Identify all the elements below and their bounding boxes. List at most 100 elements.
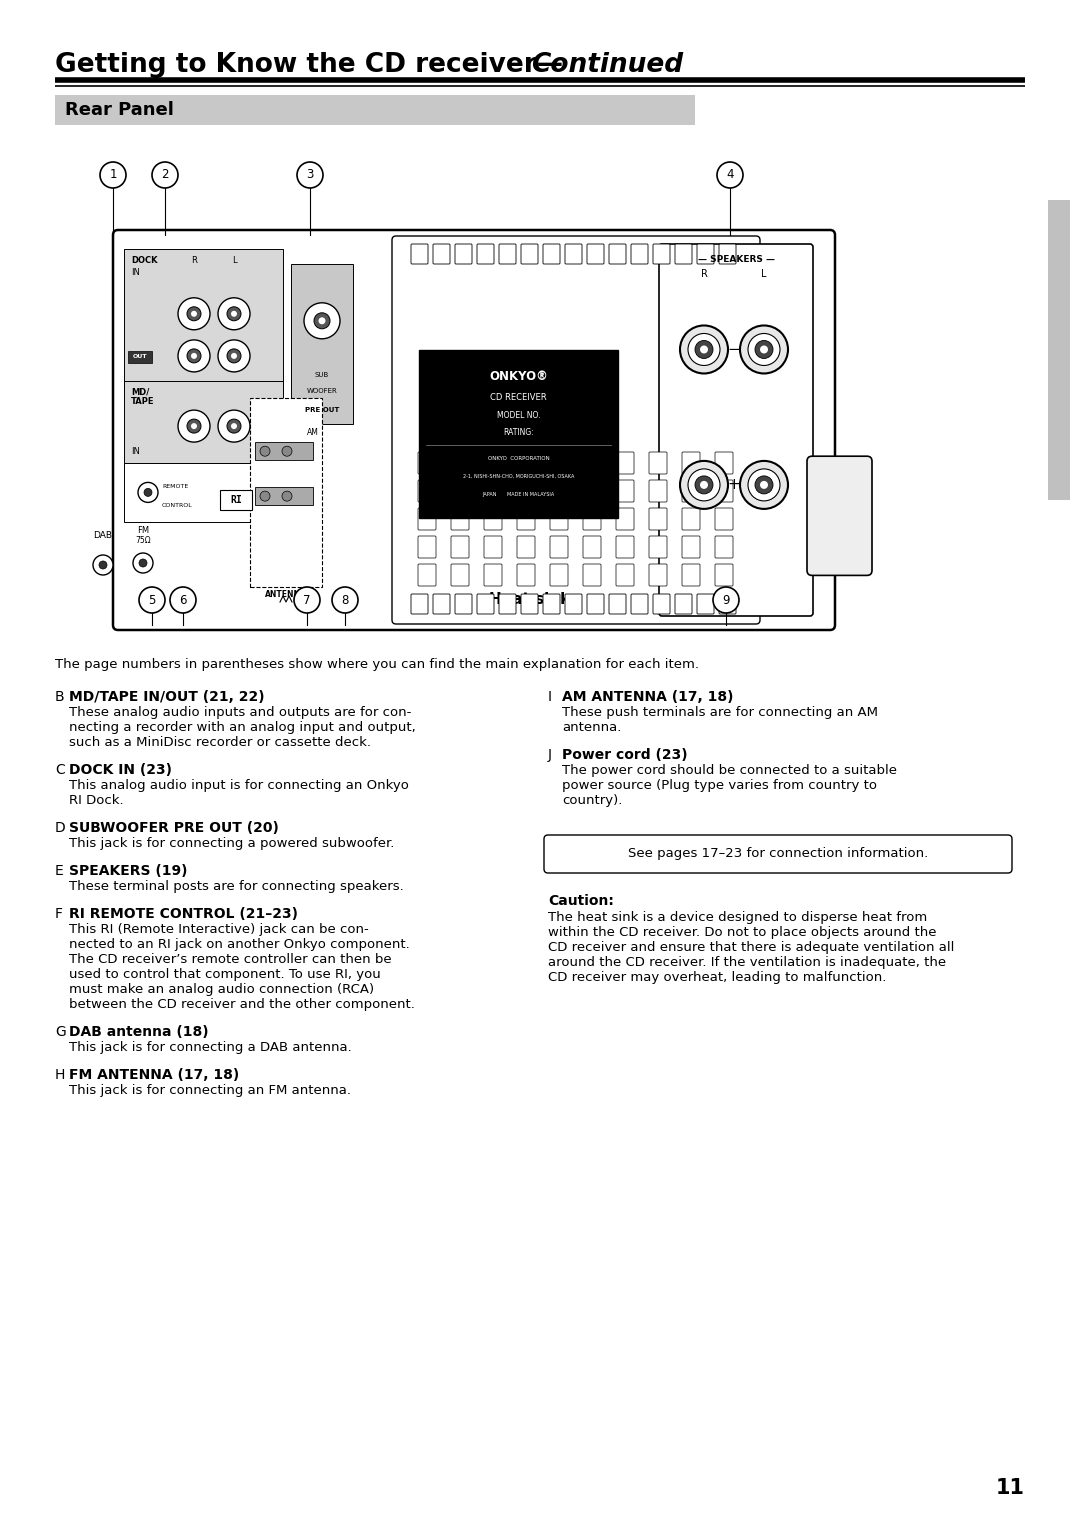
Circle shape [191, 423, 197, 429]
Text: These analog audio inputs and outputs are for con-: These analog audio inputs and outputs ar… [69, 707, 411, 719]
Circle shape [700, 345, 708, 354]
FancyBboxPatch shape [631, 244, 648, 264]
Text: MD/TAPE IN/OUT (21, 22): MD/TAPE IN/OUT (21, 22) [69, 690, 265, 703]
Circle shape [178, 340, 210, 372]
Circle shape [191, 311, 197, 317]
Text: CD receiver may overheat, leading to malfunction.: CD receiver may overheat, leading to mal… [548, 971, 887, 984]
Text: Getting to Know the CD receiver—: Getting to Know the CD receiver— [55, 52, 563, 78]
Circle shape [178, 410, 210, 443]
Text: SPEAKERS (19): SPEAKERS (19) [69, 864, 188, 877]
Circle shape [260, 491, 270, 501]
Circle shape [178, 298, 210, 330]
Text: Continued: Continued [531, 52, 684, 78]
Text: AM: AM [307, 427, 319, 436]
Text: FM ANTENNA (17, 18): FM ANTENNA (17, 18) [69, 1068, 240, 1082]
Text: This jack is for connecting a DAB antenna.: This jack is for connecting a DAB antenn… [69, 1041, 352, 1054]
FancyBboxPatch shape [565, 594, 582, 613]
Circle shape [755, 476, 773, 494]
FancyBboxPatch shape [616, 565, 634, 586]
Circle shape [748, 468, 780, 501]
Circle shape [138, 482, 158, 502]
FancyBboxPatch shape [451, 508, 469, 530]
FancyBboxPatch shape [484, 452, 502, 475]
Circle shape [748, 334, 780, 366]
FancyBboxPatch shape [609, 594, 626, 613]
Circle shape [231, 353, 237, 359]
Circle shape [740, 325, 788, 374]
Text: IN: IN [131, 267, 140, 276]
Circle shape [755, 340, 773, 359]
FancyBboxPatch shape [129, 351, 152, 363]
Text: RATING:: RATING: [503, 427, 534, 436]
FancyBboxPatch shape [675, 594, 692, 613]
Circle shape [717, 162, 743, 188]
FancyBboxPatch shape [451, 565, 469, 586]
Circle shape [314, 313, 330, 328]
FancyBboxPatch shape [550, 508, 568, 530]
Text: CD receiver and ensure that there is adequate ventilation all: CD receiver and ensure that there is ade… [548, 942, 955, 954]
Circle shape [760, 345, 768, 354]
Text: IN: IN [131, 447, 140, 456]
Text: 6: 6 [179, 594, 187, 606]
Text: DOCK IN (23): DOCK IN (23) [69, 763, 172, 777]
FancyBboxPatch shape [550, 452, 568, 475]
FancyBboxPatch shape [220, 490, 252, 510]
FancyBboxPatch shape [583, 565, 600, 586]
Circle shape [700, 481, 708, 488]
FancyBboxPatch shape [249, 398, 322, 588]
Text: around the CD receiver. If the ventilation is inadequate, the: around the CD receiver. If the ventilati… [548, 955, 946, 969]
FancyBboxPatch shape [1048, 200, 1070, 501]
Text: such as a MiniDisc recorder or cassette deck.: such as a MiniDisc recorder or cassette … [69, 736, 372, 749]
FancyBboxPatch shape [255, 443, 313, 461]
Text: JAPAN       MADE IN MALAYSIA: JAPAN MADE IN MALAYSIA [483, 491, 555, 497]
FancyBboxPatch shape [659, 244, 813, 617]
FancyBboxPatch shape [433, 244, 450, 264]
FancyBboxPatch shape [484, 508, 502, 530]
Text: RI REMOTE CONTROL (21–23): RI REMOTE CONTROL (21–23) [69, 906, 298, 922]
Circle shape [680, 325, 728, 374]
FancyBboxPatch shape [715, 536, 733, 559]
FancyBboxPatch shape [653, 244, 670, 264]
Text: C: C [55, 763, 65, 777]
Text: J: J [548, 748, 552, 761]
FancyBboxPatch shape [550, 565, 568, 586]
Text: 3: 3 [307, 168, 313, 182]
Text: CD RECEIVER: CD RECEIVER [490, 394, 546, 403]
Text: 2: 2 [161, 168, 168, 182]
Text: DAB antenna (18): DAB antenna (18) [69, 1025, 208, 1039]
Text: See pages 17–23 for connection information.: See pages 17–23 for connection informati… [627, 847, 928, 861]
FancyBboxPatch shape [418, 536, 436, 559]
Circle shape [227, 349, 241, 363]
FancyBboxPatch shape [124, 382, 283, 464]
Circle shape [139, 559, 147, 568]
Text: −: − [728, 342, 741, 357]
Text: 1: 1 [109, 168, 117, 182]
Text: PRE OUT: PRE OUT [305, 407, 339, 414]
Text: MODEL NO.: MODEL NO. [497, 412, 540, 420]
Text: antenna.: antenna. [562, 720, 621, 734]
FancyBboxPatch shape [649, 481, 667, 502]
Text: CONTROL: CONTROL [162, 504, 192, 508]
Text: ONKYO®: ONKYO® [489, 371, 548, 383]
FancyBboxPatch shape [418, 452, 436, 475]
FancyBboxPatch shape [588, 244, 604, 264]
Text: AM ANTENNA (17, 18): AM ANTENNA (17, 18) [562, 690, 733, 703]
FancyBboxPatch shape [255, 487, 313, 505]
Text: ONKYO  CORPORATION: ONKYO CORPORATION [488, 456, 550, 461]
Circle shape [152, 162, 178, 188]
Circle shape [133, 552, 153, 572]
Circle shape [680, 461, 728, 508]
FancyBboxPatch shape [418, 565, 436, 586]
Text: RI: RI [230, 494, 242, 505]
FancyBboxPatch shape [649, 508, 667, 530]
Text: Caution:: Caution: [548, 894, 613, 908]
Circle shape [139, 588, 165, 613]
FancyBboxPatch shape [517, 452, 535, 475]
Text: MD/: MD/ [131, 388, 149, 397]
Text: L: L [232, 255, 237, 264]
FancyBboxPatch shape [653, 594, 670, 613]
FancyBboxPatch shape [681, 452, 700, 475]
Circle shape [319, 317, 325, 325]
Text: REMOTE: REMOTE [162, 484, 188, 490]
FancyBboxPatch shape [418, 508, 436, 530]
